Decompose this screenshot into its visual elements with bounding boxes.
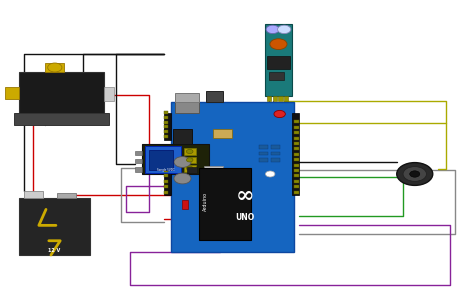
FancyBboxPatch shape <box>267 56 290 69</box>
FancyBboxPatch shape <box>57 193 76 198</box>
FancyBboxPatch shape <box>24 190 43 198</box>
Text: Arduino: Arduino <box>203 191 208 211</box>
FancyBboxPatch shape <box>294 153 299 156</box>
FancyBboxPatch shape <box>206 92 223 102</box>
FancyBboxPatch shape <box>294 158 299 161</box>
Circle shape <box>174 157 191 167</box>
FancyBboxPatch shape <box>259 145 268 149</box>
Circle shape <box>270 39 287 50</box>
Circle shape <box>266 25 279 34</box>
FancyBboxPatch shape <box>164 135 168 138</box>
Circle shape <box>265 171 275 177</box>
Text: ∞: ∞ <box>235 185 254 208</box>
FancyBboxPatch shape <box>164 116 168 119</box>
FancyBboxPatch shape <box>294 120 299 123</box>
Circle shape <box>278 25 291 34</box>
FancyBboxPatch shape <box>164 147 171 195</box>
FancyBboxPatch shape <box>164 125 168 128</box>
FancyBboxPatch shape <box>294 131 299 134</box>
FancyBboxPatch shape <box>104 87 114 101</box>
FancyBboxPatch shape <box>213 129 232 138</box>
FancyBboxPatch shape <box>149 150 173 170</box>
Circle shape <box>48 63 62 72</box>
FancyBboxPatch shape <box>294 190 299 194</box>
FancyBboxPatch shape <box>171 102 294 252</box>
FancyBboxPatch shape <box>294 147 299 150</box>
FancyBboxPatch shape <box>164 185 168 188</box>
FancyBboxPatch shape <box>259 152 268 155</box>
FancyBboxPatch shape <box>265 24 292 96</box>
FancyBboxPatch shape <box>135 151 142 155</box>
FancyBboxPatch shape <box>135 167 142 172</box>
FancyBboxPatch shape <box>269 71 283 80</box>
Text: Songle 5VDC: Songle 5VDC <box>156 169 174 172</box>
FancyBboxPatch shape <box>284 96 288 101</box>
FancyBboxPatch shape <box>294 174 299 177</box>
FancyBboxPatch shape <box>164 169 168 172</box>
Circle shape <box>397 163 433 185</box>
FancyBboxPatch shape <box>164 158 168 161</box>
FancyBboxPatch shape <box>142 144 209 174</box>
FancyBboxPatch shape <box>294 169 299 172</box>
FancyBboxPatch shape <box>267 96 271 101</box>
FancyBboxPatch shape <box>184 157 196 163</box>
Circle shape <box>186 158 193 162</box>
FancyBboxPatch shape <box>259 158 268 162</box>
FancyBboxPatch shape <box>14 112 109 124</box>
Circle shape <box>403 167 427 182</box>
FancyBboxPatch shape <box>204 167 223 174</box>
Text: 12 V: 12 V <box>48 248 61 253</box>
FancyBboxPatch shape <box>294 142 299 145</box>
FancyBboxPatch shape <box>145 146 181 172</box>
Circle shape <box>186 149 193 154</box>
Text: UNO: UNO <box>235 213 254 222</box>
FancyBboxPatch shape <box>164 190 168 194</box>
FancyBboxPatch shape <box>5 87 19 99</box>
FancyBboxPatch shape <box>164 130 168 133</box>
FancyBboxPatch shape <box>175 93 199 102</box>
FancyBboxPatch shape <box>164 121 168 124</box>
FancyBboxPatch shape <box>199 168 251 240</box>
Circle shape <box>274 110 285 118</box>
FancyBboxPatch shape <box>184 148 196 155</box>
FancyBboxPatch shape <box>164 164 168 166</box>
FancyBboxPatch shape <box>294 180 299 183</box>
FancyBboxPatch shape <box>294 136 299 140</box>
Circle shape <box>174 173 191 184</box>
FancyBboxPatch shape <box>294 164 299 166</box>
FancyBboxPatch shape <box>184 165 196 172</box>
FancyBboxPatch shape <box>175 99 199 112</box>
FancyBboxPatch shape <box>45 63 64 72</box>
FancyBboxPatch shape <box>173 129 192 144</box>
FancyBboxPatch shape <box>278 96 283 101</box>
FancyBboxPatch shape <box>271 158 280 162</box>
FancyBboxPatch shape <box>164 174 168 177</box>
FancyBboxPatch shape <box>294 126 299 129</box>
FancyBboxPatch shape <box>292 112 299 195</box>
FancyBboxPatch shape <box>19 72 104 114</box>
FancyBboxPatch shape <box>187 167 197 172</box>
FancyBboxPatch shape <box>164 111 168 114</box>
FancyBboxPatch shape <box>135 159 142 163</box>
Circle shape <box>410 171 420 177</box>
FancyBboxPatch shape <box>164 153 168 156</box>
FancyBboxPatch shape <box>19 198 90 255</box>
FancyBboxPatch shape <box>273 96 277 101</box>
Circle shape <box>186 166 193 170</box>
FancyBboxPatch shape <box>271 145 280 149</box>
FancyBboxPatch shape <box>164 180 168 183</box>
FancyBboxPatch shape <box>294 185 299 188</box>
FancyBboxPatch shape <box>182 200 188 208</box>
FancyBboxPatch shape <box>271 152 280 155</box>
FancyBboxPatch shape <box>164 112 171 140</box>
